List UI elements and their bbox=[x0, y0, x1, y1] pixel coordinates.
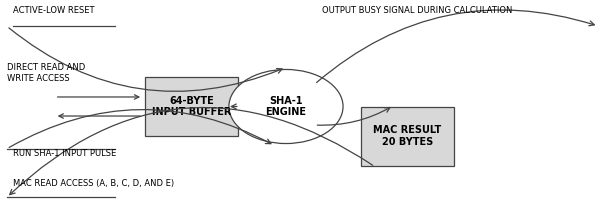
Text: MAC RESULT
20 BYTES: MAC RESULT 20 BYTES bbox=[373, 125, 442, 147]
Text: DIRECT READ AND
WRITE ACCESS: DIRECT READ AND WRITE ACCESS bbox=[7, 63, 85, 83]
Text: RUN SHA-1 INPUT PULSE: RUN SHA-1 INPUT PULSE bbox=[13, 149, 116, 158]
Text: SHA-1
ENGINE: SHA-1 ENGINE bbox=[265, 96, 306, 117]
FancyBboxPatch shape bbox=[361, 106, 454, 166]
FancyBboxPatch shape bbox=[145, 77, 238, 136]
Text: OUTPUT BUSY SIGNAL DURING CALCULATION: OUTPUT BUSY SIGNAL DURING CALCULATION bbox=[322, 6, 512, 15]
Text: 64-BYTE
INPUT BUFFER: 64-BYTE INPUT BUFFER bbox=[152, 96, 231, 117]
Text: MAC READ ACCESS (A, B, C, D, AND E): MAC READ ACCESS (A, B, C, D, AND E) bbox=[13, 179, 174, 188]
Ellipse shape bbox=[229, 69, 343, 144]
Text: ACTIVE-LOW RESET: ACTIVE-LOW RESET bbox=[13, 6, 94, 15]
